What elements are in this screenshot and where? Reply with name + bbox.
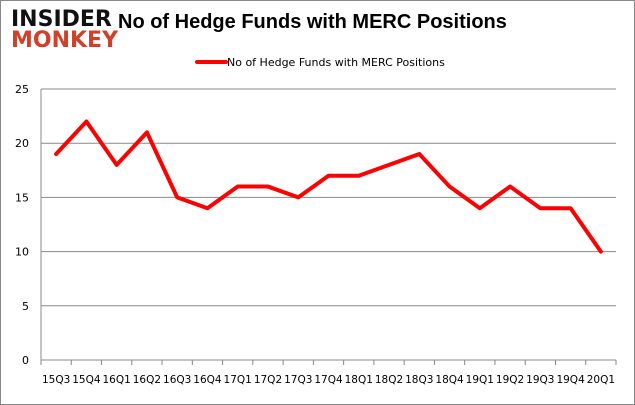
data-point bbox=[176, 196, 178, 198]
x-tick-label: 16Q2 bbox=[133, 374, 161, 386]
logo-insider: INSIDER bbox=[11, 7, 112, 32]
data-point bbox=[297, 196, 299, 198]
data-point bbox=[237, 186, 239, 188]
x-tick-label: 19Q3 bbox=[526, 374, 554, 386]
data-point bbox=[539, 207, 541, 209]
y-tick-label: 20 bbox=[15, 137, 29, 150]
y-tick-label: 0 bbox=[22, 354, 29, 367]
data-point bbox=[600, 251, 602, 253]
data-point bbox=[418, 153, 420, 155]
x-tick-label: 20Q1 bbox=[587, 374, 615, 386]
data-point bbox=[388, 164, 390, 166]
x-tick-label: 19Q2 bbox=[496, 374, 524, 386]
data-point bbox=[85, 121, 87, 123]
x-tick-label: 18Q2 bbox=[375, 374, 403, 386]
data-point bbox=[55, 153, 57, 155]
data-point bbox=[509, 186, 511, 188]
y-tick-label: 25 bbox=[15, 83, 29, 96]
x-tick-label: 17Q1 bbox=[224, 374, 252, 386]
x-tick-label: 19Q4 bbox=[556, 374, 585, 386]
x-tick-label: 17Q4 bbox=[314, 374, 343, 386]
x-tick-label: 19Q1 bbox=[466, 374, 494, 386]
x-tick-label: 16Q3 bbox=[163, 374, 191, 386]
data-point bbox=[328, 175, 329, 177]
x-tick-label: 16Q1 bbox=[103, 374, 131, 386]
x-tick-label: 16Q4 bbox=[193, 374, 222, 386]
legend-label: No of Hedge Funds with MERC Positions bbox=[227, 56, 445, 69]
data-point bbox=[570, 207, 572, 209]
data-point bbox=[116, 164, 118, 166]
chart-title: No of Hedge Funds with MERC Positions bbox=[118, 11, 507, 33]
y-tick-label: 10 bbox=[15, 246, 29, 259]
data-point bbox=[358, 175, 360, 177]
x-tick-label: 17Q3 bbox=[284, 374, 312, 386]
y-tick-label: 15 bbox=[15, 191, 29, 204]
data-point bbox=[267, 186, 269, 188]
data-point bbox=[206, 207, 208, 209]
x-tick-label: 15Q4 bbox=[72, 374, 101, 386]
x-tick-label: 15Q3 bbox=[42, 374, 70, 386]
x-tick-label: 18Q4 bbox=[435, 374, 464, 386]
data-point bbox=[479, 207, 481, 209]
x-tick-label: 17Q2 bbox=[254, 374, 282, 386]
data-point bbox=[146, 131, 148, 133]
series-line bbox=[54, 119, 603, 254]
logo-monkey: MONKEY bbox=[11, 28, 119, 53]
data-point bbox=[449, 186, 451, 188]
y-tick-label: 5 bbox=[22, 300, 29, 313]
x-tick-label: 18Q3 bbox=[405, 374, 433, 386]
x-tick-label: 18Q1 bbox=[345, 374, 373, 386]
